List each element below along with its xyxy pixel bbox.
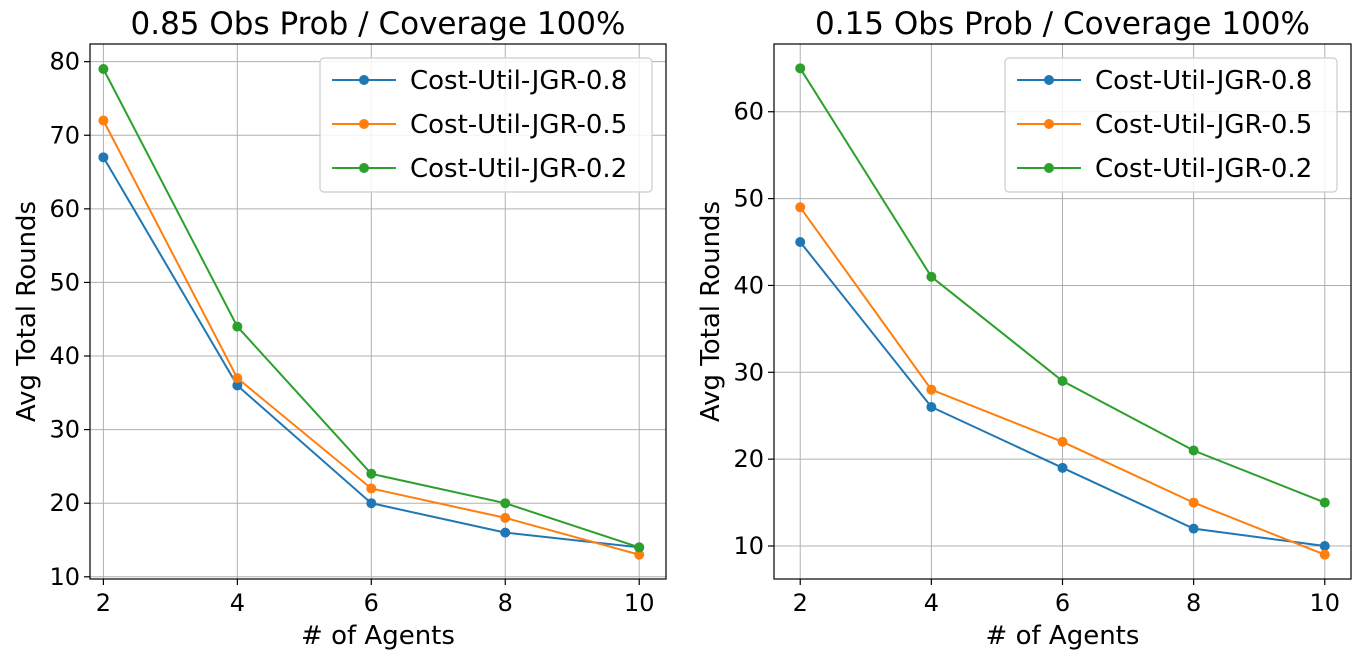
legend-box [1004, 57, 1338, 193]
legend-marker [1044, 75, 1054, 85]
legend-marker [1044, 119, 1054, 129]
y-tick-label: 10 [49, 563, 80, 591]
legend-label: Cost-Util-JGR-0.2 [410, 154, 627, 184]
y-tick-label: 60 [49, 195, 80, 223]
axes-frame [89, 43, 667, 580]
data-point [1188, 497, 1199, 508]
x-tick-label: 4 [924, 589, 939, 617]
data-point [1057, 375, 1068, 386]
legend-label: Cost-Util-JGR-0.8 [410, 66, 627, 96]
legend-marker [1044, 163, 1054, 173]
y-axis-label: Avg Total Rounds [12, 201, 42, 422]
data-point [795, 237, 806, 248]
legend-marker [359, 75, 369, 85]
x-tick-label: 2 [793, 589, 808, 617]
data-point [634, 542, 645, 553]
y-tick-label: 40 [733, 271, 764, 299]
x-tick-label: 6 [364, 589, 379, 617]
x-tick-label: 8 [1186, 589, 1201, 617]
data-point [500, 498, 511, 509]
legend-box [319, 57, 653, 193]
x-tick-label: 10 [624, 589, 655, 617]
x-tick-label: 8 [498, 589, 513, 617]
data-point [500, 527, 511, 538]
legend-marker [359, 163, 369, 173]
chart-title: 0.15 Obs Prob / Coverage 100% [815, 6, 1310, 42]
data-point [232, 373, 243, 384]
data-point [634, 549, 645, 560]
legend-label: Cost-Util-JGR-0.8 [1095, 66, 1312, 96]
data-point [1319, 540, 1330, 551]
data-point [366, 498, 377, 509]
data-point [926, 402, 937, 413]
y-tick-label: 40 [49, 342, 80, 370]
y-tick-label: 50 [733, 185, 764, 213]
data-point [232, 321, 243, 332]
y-tick-label: 20 [49, 489, 80, 517]
data-point [795, 202, 806, 213]
axes-frame [773, 43, 1352, 580]
chart-left: 2 4 6 8 10 10 20 30 40 50 60 70 80 0.85 Obs Prob / Co… [12, 6, 667, 651]
x-tick-label: 2 [96, 589, 111, 617]
data-point [1057, 436, 1068, 447]
y-tick-label: 70 [49, 121, 80, 149]
x-tick-label: 10 [1309, 589, 1340, 617]
legend-label: Cost-Util-JGR-0.5 [410, 110, 627, 140]
y-tick-label: 10 [733, 532, 764, 560]
y-tick-label: 30 [49, 416, 80, 444]
legend-marker [359, 119, 369, 129]
data-point [232, 380, 243, 391]
y-tick-label: 50 [49, 268, 80, 296]
legend-label: Cost-Util-JGR-0.5 [1095, 110, 1312, 140]
data-point [1188, 523, 1199, 534]
y-tick-label: 20 [733, 445, 764, 473]
x-axis-label: # of Agents [301, 621, 455, 651]
y-tick-label: 30 [733, 358, 764, 386]
data-point [795, 63, 806, 74]
x-axis-label: # of Agents [986, 621, 1140, 651]
data-point [926, 271, 937, 282]
x-tick-label: 6 [1055, 589, 1070, 617]
y-axis-label: Avg Total Rounds [696, 201, 726, 422]
data-point [1057, 462, 1068, 473]
data-point [1188, 445, 1199, 456]
y-tick-label: 60 [733, 98, 764, 126]
data-point [926, 384, 937, 395]
data-point [500, 512, 511, 523]
data-point [1319, 549, 1330, 560]
data-point [366, 468, 377, 479]
data-point [98, 152, 109, 163]
chart-right: 2 4 6 8 10 10 20 30 40 50 60 0.15 Obs Prob / Covera… [696, 6, 1352, 651]
data-point [366, 483, 377, 494]
y-tick-label: 80 [49, 48, 80, 76]
data-point [98, 64, 109, 75]
data-point [98, 115, 109, 126]
data-point [1319, 497, 1330, 508]
chart-title: 0.85 Obs Prob / Coverage 100% [131, 6, 626, 42]
legend-label: Cost-Util-JGR-0.2 [1095, 154, 1312, 184]
x-tick-label: 4 [230, 589, 245, 617]
